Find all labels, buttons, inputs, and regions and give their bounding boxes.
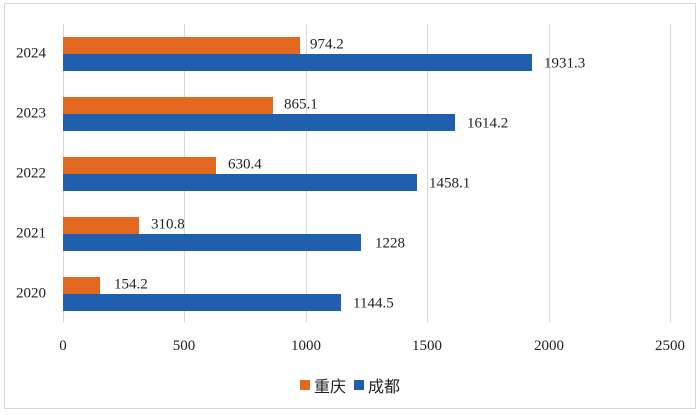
value-chongqing-2024: 974.2 [310, 36, 344, 53]
y-label-2020: 2020 [16, 285, 46, 302]
bar-chengdu-2020 [63, 294, 341, 311]
legend-item-chongqing: 重庆 [299, 373, 346, 397]
bar-chongqing-2022 [63, 157, 216, 174]
value-chengdu-2022: 1458.1 [429, 175, 471, 192]
value-chongqing-2021: 310.8 [151, 216, 185, 233]
legend-label-chongqing: 重庆 [313, 379, 346, 396]
x-label-0: 0 [59, 338, 67, 354]
value-chongqing-2020: 154.2 [114, 276, 148, 293]
x-label-1000: 1000 [291, 338, 321, 354]
gridline-1500 [427, 24, 428, 322]
plot-area: 974.2 1931.3 865.1 1614.2 630.4 1458.1 3… [63, 24, 671, 322]
value-chengdu-2024: 1931.3 [544, 55, 586, 72]
x-label-2500: 2500 [655, 338, 685, 354]
legend-item-chengdu: 成都 [354, 373, 400, 397]
y-label-2022: 2022 [16, 165, 46, 182]
gridline-2500 [670, 24, 671, 322]
y-label-2021: 2021 [16, 225, 46, 242]
value-chongqing-2022: 630.4 [228, 156, 262, 173]
value-chengdu-2021: 1228 [375, 235, 405, 252]
x-label-500: 500 [172, 338, 196, 354]
gridline-1000 [306, 24, 307, 322]
gridline-2000 [549, 24, 550, 322]
bar-chengdu-2023 [63, 114, 455, 131]
legend: 重庆 成都 [0, 373, 700, 397]
value-chengdu-2023: 1614.2 [467, 115, 509, 132]
y-label-2023: 2023 [16, 105, 46, 122]
bar-chengdu-2022 [63, 174, 417, 191]
bar-chongqing-2023 [63, 97, 273, 114]
bar-chengdu-2024 [63, 54, 532, 71]
bar-chengdu-2021 [63, 234, 361, 251]
legend-swatch-blue-icon [354, 380, 364, 390]
value-chengdu-2020: 1144.5 [353, 295, 394, 312]
x-label-1500: 1500 [412, 338, 442, 354]
legend-swatch-orange-icon [299, 380, 310, 390]
legend-label-chengdu: 成都 [368, 379, 401, 396]
chart-frame [4, 3, 696, 409]
bar-chongqing-2024 [63, 37, 300, 54]
x-label-2000: 2000 [534, 338, 564, 354]
bar-chongqing-2021 [63, 217, 139, 234]
y-label-2024: 2024 [16, 45, 46, 62]
bar-chongqing-2020 [63, 277, 101, 294]
value-chongqing-2023: 865.1 [284, 96, 318, 113]
